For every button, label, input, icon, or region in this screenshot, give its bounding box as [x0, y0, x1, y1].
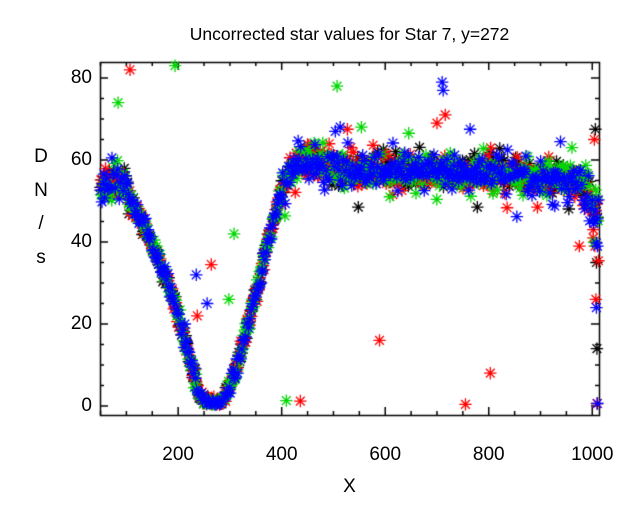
y-axis-label-char: D: [34, 146, 48, 167]
y-tick-label: 60: [70, 148, 92, 170]
x-tick-label: 400: [265, 444, 298, 465]
y-axis-label-char: N: [34, 179, 48, 201]
y-tick-label: 40: [70, 230, 92, 252]
x-tick-label: 600: [369, 444, 402, 465]
x-axis-label: X: [343, 476, 356, 497]
y-tick-label: 20: [70, 312, 92, 334]
y-axis-label-char: s: [36, 247, 46, 269]
y-axis-label-char: /: [38, 213, 44, 235]
chart-title: Uncorrected star values for Star 7, y=27…: [189, 24, 510, 44]
x-tick-label: 200: [162, 444, 194, 465]
x-tick-label: 1000: [571, 444, 614, 465]
y-tick-label: 80: [70, 66, 92, 88]
y-tick-label: 0: [81, 394, 92, 416]
x-tick-label: 800: [472, 444, 505, 465]
